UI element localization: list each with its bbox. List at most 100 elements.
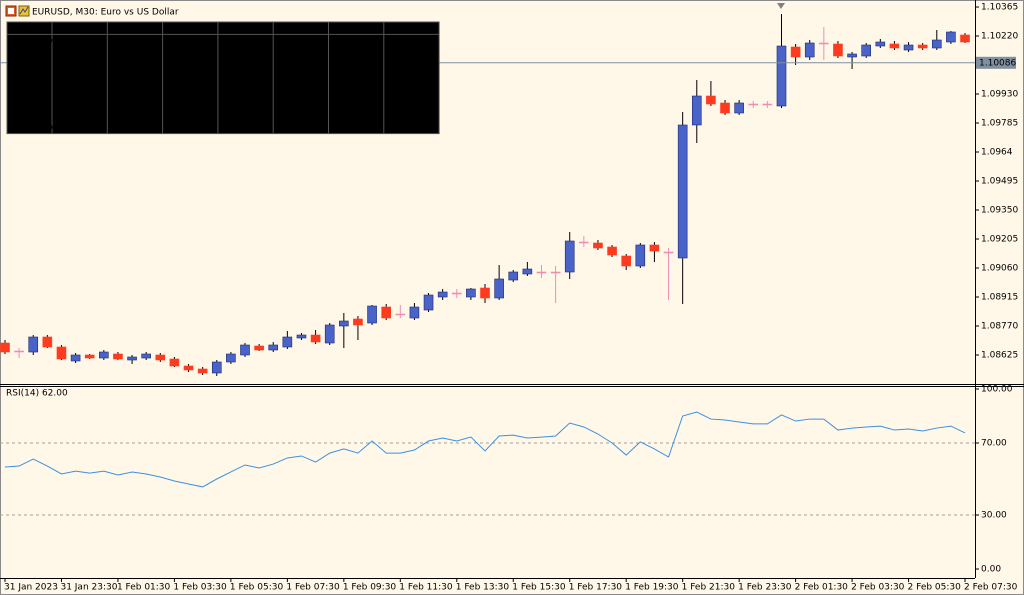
signal-cell: Up trend bbox=[115, 86, 154, 96]
table-header: M15 bbox=[181, 24, 200, 34]
candle-body bbox=[536, 271, 547, 274]
signal-cell: Buy zone bbox=[169, 99, 211, 109]
candle-body bbox=[903, 44, 914, 51]
current-price-box bbox=[976, 56, 1016, 69]
y-tick-label: 1.09495 bbox=[981, 177, 1018, 187]
signal-cell: Up trend bbox=[392, 123, 431, 133]
signal-cell: Buy zone bbox=[169, 123, 211, 133]
candle-body bbox=[706, 95, 716, 105]
candle-body bbox=[677, 124, 688, 259]
candle-body bbox=[395, 313, 406, 316]
candle-body bbox=[56, 346, 67, 360]
pair-name: USDJPY bbox=[10, 111, 48, 121]
symbol-icons bbox=[5, 5, 30, 17]
y-tick-label: 1.08770 bbox=[981, 322, 1018, 332]
candle-body bbox=[861, 44, 871, 57]
signal-cell: Down trend bbox=[385, 111, 437, 121]
x-tick-label: 1 Feb 07:30 bbox=[286, 583, 340, 593]
pair-name: EURJPY bbox=[10, 61, 47, 71]
candle-body bbox=[960, 34, 970, 43]
signal-cell: Up trend bbox=[392, 37, 431, 47]
candle-body bbox=[451, 292, 462, 295]
x-tick-label: 2 Feb 01:30 bbox=[795, 583, 849, 593]
y-tick-label: 70.00 bbox=[981, 439, 1007, 449]
x-tick-label: 1 Feb 15:30 bbox=[512, 583, 566, 593]
signal-cell: Buy zone bbox=[335, 99, 377, 109]
table-header: D1 bbox=[405, 24, 418, 34]
candle-body bbox=[183, 365, 194, 371]
pair-name: EURGBP bbox=[10, 49, 52, 59]
signal-cell: Buy zone bbox=[335, 37, 377, 47]
y-tick-label: 1.09785 bbox=[981, 119, 1018, 129]
y-tick-label: 100.00 bbox=[981, 385, 1013, 395]
x-tick-label: 2 Feb 03:30 bbox=[851, 583, 905, 593]
candle-body bbox=[14, 350, 24, 353]
candle-body bbox=[324, 324, 335, 344]
candle-body bbox=[579, 241, 589, 244]
candle-body bbox=[367, 305, 377, 324]
current-price-label: 1.10086 bbox=[979, 58, 1016, 68]
candle-body bbox=[621, 255, 631, 267]
signal-cell: Down trend bbox=[385, 99, 437, 109]
candle-body bbox=[720, 102, 730, 114]
signal-cell: Buy zone bbox=[280, 49, 322, 59]
signal-cell: Buy zone bbox=[169, 61, 211, 71]
x-tick-label: 1 Feb 05:30 bbox=[230, 583, 284, 593]
candle-body bbox=[804, 42, 815, 58]
x-tick-label: 1 Feb 13:30 bbox=[456, 583, 510, 593]
signal-cell: Up trend bbox=[60, 111, 99, 121]
table-background bbox=[6, 21, 440, 135]
signal-cell: Buy zone bbox=[169, 37, 211, 47]
x-tick-label: 1 Feb 01:30 bbox=[117, 583, 171, 593]
signal-cell: Buy zone bbox=[114, 99, 156, 109]
signal-cell: Overbought bbox=[329, 49, 383, 59]
x-tick-label: 31 Jan 23:30 bbox=[60, 583, 117, 593]
x-tick-label: 2 Feb 05:30 bbox=[908, 583, 962, 593]
candle-body bbox=[296, 334, 307, 339]
x-tick-label: 1 Feb 09:30 bbox=[343, 583, 397, 593]
candle-body bbox=[508, 271, 519, 281]
signal-cell: Sell zone bbox=[281, 111, 322, 121]
signal-cell: Buy zone bbox=[169, 111, 211, 121]
candle-body bbox=[84, 354, 95, 359]
y-tick-label: 0.00 bbox=[981, 565, 1001, 575]
pair-name: EURUSD bbox=[10, 74, 52, 84]
pair-name: GBPJPY bbox=[10, 86, 48, 96]
candle-body bbox=[211, 361, 222, 374]
signal-cell: Down trend bbox=[385, 86, 437, 96]
signal-cell: Up trend bbox=[60, 61, 99, 71]
table-header: M1 bbox=[73, 24, 87, 34]
candle-body bbox=[931, 39, 942, 49]
candle-body bbox=[649, 244, 660, 252]
signal-cell: Sell zone bbox=[115, 49, 156, 59]
candle-body bbox=[339, 320, 349, 327]
candle-body bbox=[127, 356, 137, 361]
signal-cell: Buy zone bbox=[59, 37, 101, 47]
table-header: Pairs bbox=[19, 24, 41, 34]
candle-body bbox=[423, 294, 434, 311]
y-tick-label: 1.09350 bbox=[981, 206, 1018, 216]
candle-body bbox=[254, 345, 264, 351]
table-header: M30 bbox=[236, 24, 255, 34]
candle-body bbox=[28, 336, 39, 353]
chart-title: EURUSD, M30: Euro vs US Dollar bbox=[32, 8, 179, 18]
signal-cell: Sell zone bbox=[170, 49, 211, 59]
candle-body bbox=[494, 278, 504, 299]
candle-body bbox=[141, 353, 151, 359]
candle-body bbox=[550, 271, 561, 274]
signal-cell: Buy zone bbox=[225, 61, 267, 71]
x-tick-label: 31 Jan 2023 bbox=[4, 583, 58, 593]
candle-body bbox=[819, 42, 829, 45]
marker bbox=[777, 3, 785, 9]
x-tick-label: 1 Feb 03:30 bbox=[173, 583, 227, 593]
signal-cell: Buy zone bbox=[335, 61, 377, 71]
signal-cell: Buy zone bbox=[280, 123, 322, 133]
table-header: M5 bbox=[128, 24, 142, 34]
signal-cell: Buy zone bbox=[225, 99, 267, 109]
candle-body bbox=[564, 240, 575, 273]
candle-body bbox=[762, 103, 773, 106]
signal-cell: Sell zone bbox=[281, 86, 322, 96]
candle-body bbox=[155, 354, 166, 361]
y-tick-label: 1.09205 bbox=[981, 235, 1018, 245]
